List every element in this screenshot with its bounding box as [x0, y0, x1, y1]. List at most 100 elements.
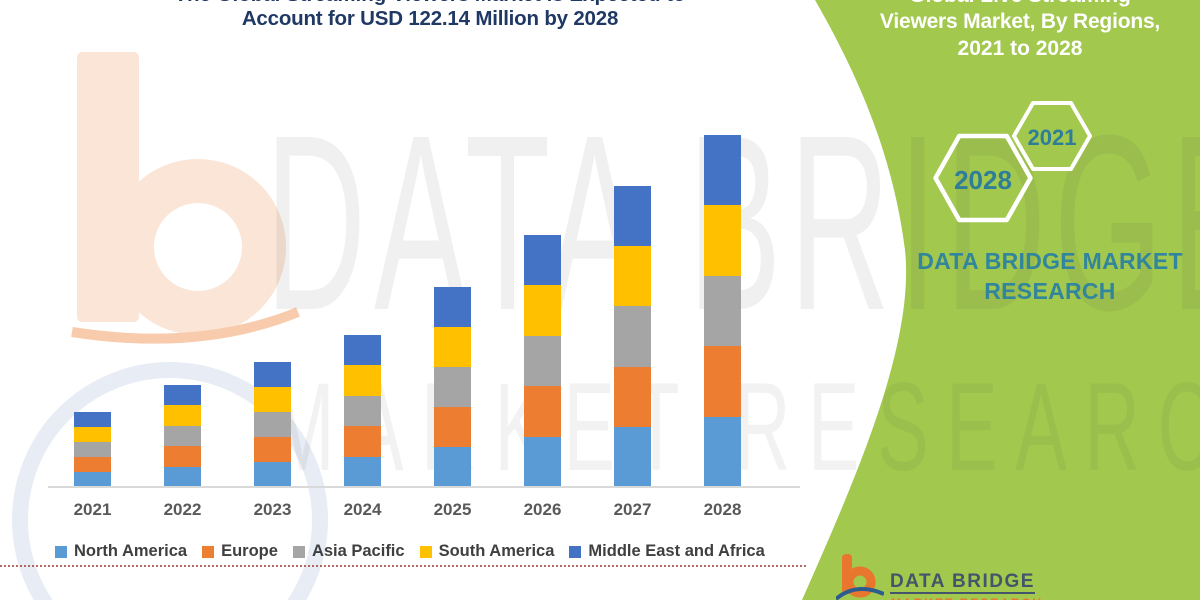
legend-label-asia-pacific: Asia Pacific: [311, 542, 405, 560]
legend-label-north-america: North America: [74, 542, 188, 560]
footer-logo-b-bowl: [844, 566, 876, 598]
legend-swatch-north-america: [55, 546, 67, 558]
segment-asia-pacific-2024: [344, 395, 381, 427]
segment-south-america-2027: [614, 246, 651, 307]
bar-2024: [344, 335, 381, 487]
segment-north-america-2022: [164, 466, 201, 487]
watermark-swoosh: [71, 307, 300, 344]
bar-2028: [704, 135, 741, 487]
segment-middle-east-and-africa-2025: [434, 287, 471, 327]
panel-title-line3: 2021 to 2028: [957, 37, 1083, 60]
watermark-ring: [12, 362, 328, 600]
segment-europe-2023: [254, 437, 291, 463]
panel-title-clipped-line: Global Live Streaming: [845, 0, 1195, 8]
segment-north-america-2024: [344, 456, 381, 487]
footer-brand-subline-clipped: MARKET RESEARCH: [891, 596, 1051, 600]
x-label-2024: 2024: [343, 500, 382, 519]
footer-logo-swoosh: [836, 587, 884, 600]
bar-2022: [164, 385, 201, 487]
segment-south-america-2024: [344, 365, 381, 396]
hexagon-2021: [1012, 101, 1092, 171]
report-title-clipped-line: The Global Streaming Viewers Market is E…: [30, 0, 830, 7]
segment-north-america-2026: [524, 436, 561, 487]
legend-label-europe: Europe: [221, 542, 278, 560]
legend-item-middle-east-and-africa: Middle East and Africa: [569, 542, 765, 561]
segment-europe-2022: [164, 446, 201, 467]
x-label-2023: 2023: [253, 500, 292, 519]
legend-swatch-asia-pacific: [292, 546, 305, 558]
hexagons-graphic: [933, 101, 1092, 223]
bar-2027: [614, 186, 651, 487]
segment-middle-east-and-africa-2027: [614, 186, 651, 247]
panel-title-line2: Viewers Market, By Regions,: [879, 10, 1161, 33]
segment-north-america-2023: [254, 462, 291, 487]
hexagon-2021-label: 2021: [1027, 125, 1077, 150]
legend-item-asia-pacific: Asia Pacific: [292, 542, 405, 561]
footer-logo-icon: [836, 554, 884, 600]
segment-europe-2024: [344, 426, 381, 457]
footer-brand-underline: [890, 592, 1035, 594]
stacked-bar-chart: [74, 135, 741, 487]
segment-asia-pacific-2022: [164, 425, 201, 447]
report-title-line2: Account for USD 122.14 Million by 2028: [241, 7, 619, 30]
x-axis-baseline: [48, 486, 800, 488]
x-label-2025: 2025: [433, 500, 472, 519]
segment-middle-east-and-africa-2023: [254, 362, 291, 388]
segment-asia-pacific-2021: [74, 442, 111, 458]
bar-2026: [524, 235, 561, 487]
legend-swatch-south-america: [419, 546, 432, 558]
segment-south-america-2028: [704, 205, 741, 276]
segment-europe-2025: [434, 407, 471, 447]
segment-middle-east-and-africa-2028: [704, 135, 741, 206]
green-panel-shape: [802, 0, 1200, 600]
bar-2025: [434, 287, 471, 487]
hexagon-2028: [933, 133, 1033, 223]
segment-south-america-2023: [254, 387, 291, 413]
legend-item-europe: Europe: [202, 542, 278, 561]
segment-middle-east-and-africa-2022: [164, 385, 201, 406]
x-label-2028: 2028: [703, 500, 742, 519]
brand-text-line1: DATA BRIDGE MARKET: [917, 248, 1183, 274]
bar-2023: [254, 362, 291, 487]
watermark-logo-b: [12, 52, 328, 600]
legend-swatch-middle-east-and-africa: [569, 546, 582, 558]
panel-title: Global Live Streaming Viewers Market, By…: [845, 0, 1195, 62]
legend-item-south-america: South America: [419, 542, 554, 561]
segment-south-america-2025: [434, 327, 471, 367]
segment-asia-pacific-2026: [524, 335, 561, 387]
segment-south-america-2026: [524, 285, 561, 336]
segment-asia-pacific-2027: [614, 306, 651, 367]
segment-middle-east-and-africa-2024: [344, 335, 381, 366]
brand-text-line2: RESEARCH: [984, 278, 1116, 304]
segment-north-america-2027: [614, 426, 651, 487]
segment-south-america-2021: [74, 427, 111, 443]
legend-item-north-america: North America: [55, 542, 187, 561]
footer-brand-name: DATA BRIDGE: [890, 571, 1035, 592]
segment-north-america-2025: [434, 447, 471, 487]
x-label-2022: 2022: [163, 500, 202, 519]
segment-north-america-2028: [704, 416, 741, 487]
hexagon-2028-label: 2028: [954, 165, 1012, 195]
legend-label-middle-east-and-africa: Middle East and Africa: [588, 542, 765, 560]
segment-asia-pacific-2023: [254, 412, 291, 438]
x-label-2021: 2021: [73, 500, 112, 519]
x-label-2026: 2026: [523, 500, 562, 519]
report-title: The Global Streaming Viewers Market is E…: [30, 0, 830, 31]
bar-2021: [74, 412, 111, 487]
segment-asia-pacific-2025: [434, 367, 471, 407]
segment-middle-east-and-africa-2021: [74, 412, 111, 428]
x-label-2027: 2027: [613, 500, 652, 519]
segment-middle-east-and-africa-2026: [524, 235, 561, 286]
segment-europe-2026: [524, 386, 561, 437]
watermark-b-bowl: [110, 159, 286, 335]
red-divider-line: [0, 565, 806, 567]
segment-europe-2021: [74, 457, 111, 473]
segment-asia-pacific-2028: [704, 275, 741, 347]
chart-legend: North America Europe Asia Pacific South Ame…: [55, 542, 765, 561]
segment-europe-2027: [614, 366, 651, 427]
brand-text: DATA BRIDGE MARKET RESEARCH: [885, 246, 1200, 306]
segment-south-america-2022: [164, 405, 201, 426]
legend-swatch-europe: [202, 546, 215, 558]
